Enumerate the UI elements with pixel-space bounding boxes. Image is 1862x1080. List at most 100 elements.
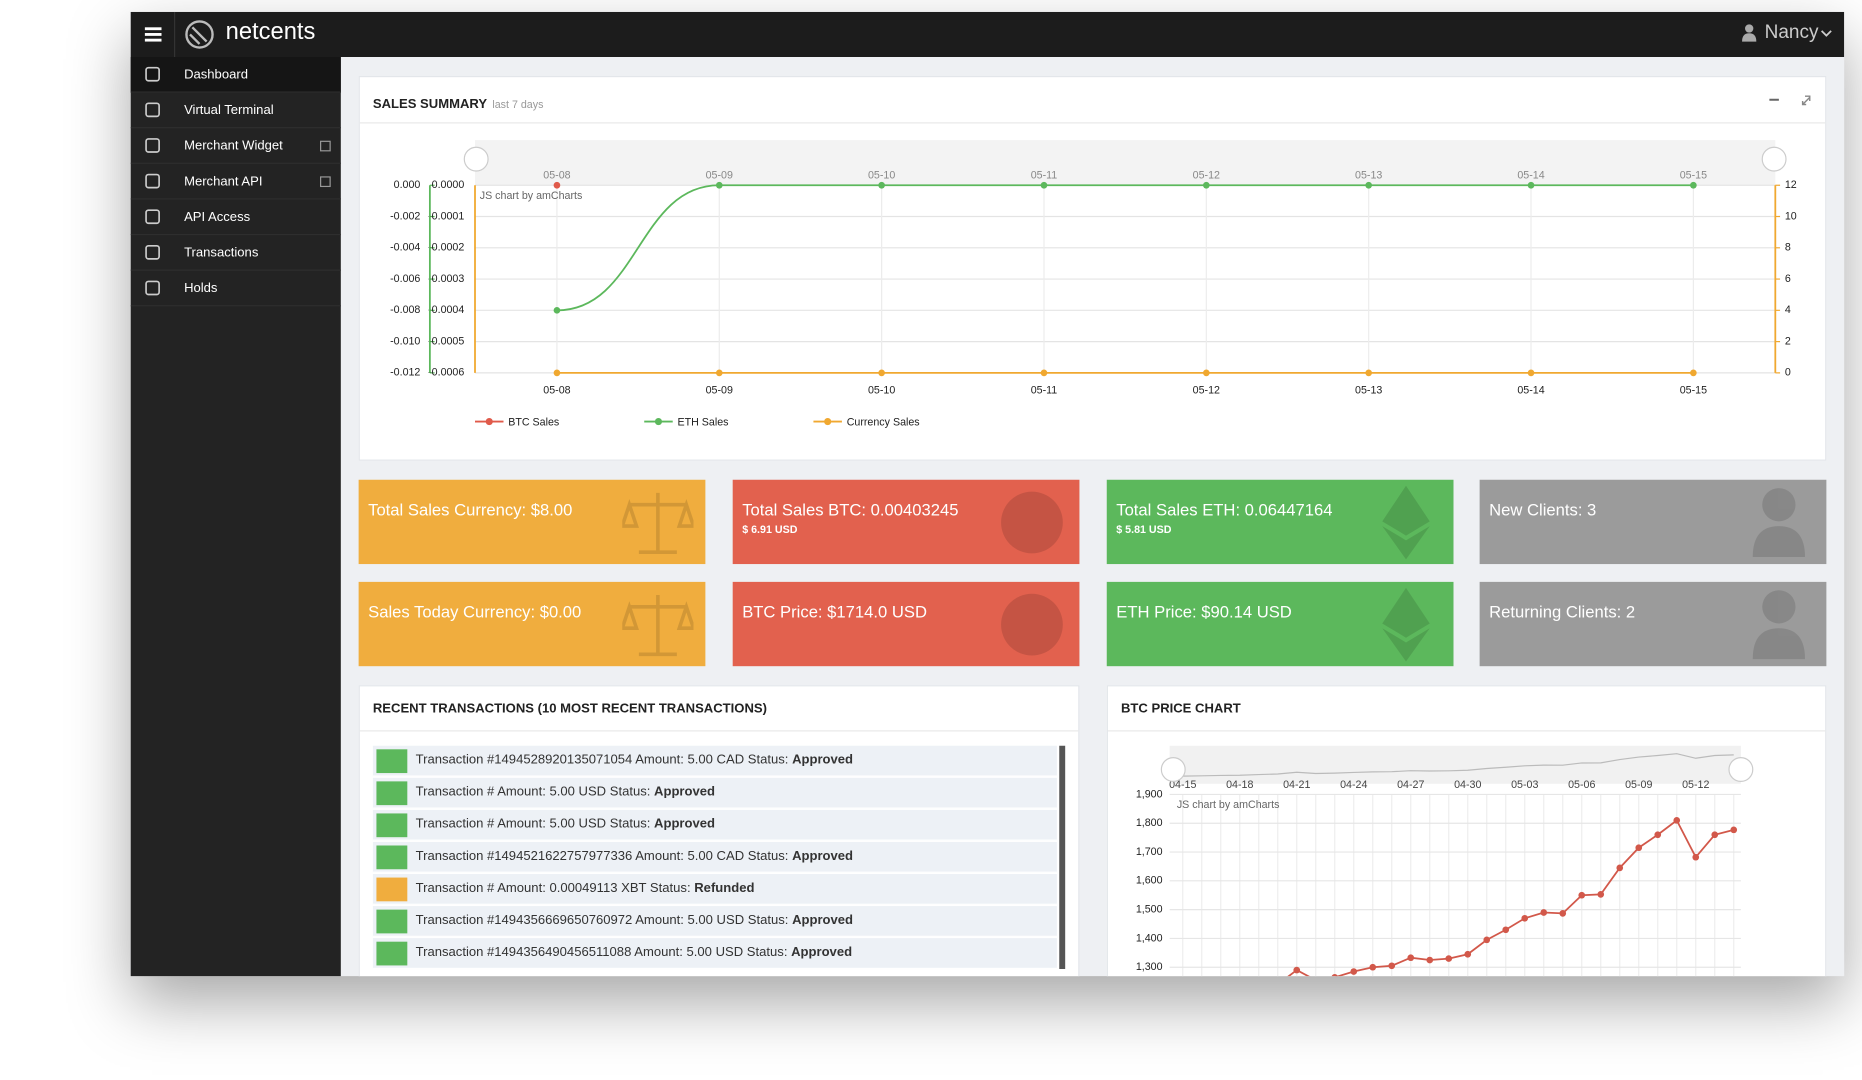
stat-card: New Clients: 3 — [1479, 479, 1827, 565]
nav-icon — [145, 209, 160, 225]
user-chevron[interactable] — [1820, 29, 1832, 39]
transaction-detail: Transaction # Amount: 5.00 USD Status: — [415, 817, 651, 832]
card-title: Total Sales Currency: $8.00 — [368, 499, 573, 519]
y2-tick-label: -0.0002 — [428, 242, 464, 254]
nav-icon — [145, 102, 160, 118]
nav-item[interactable]: API Access — [130, 200, 341, 236]
data-point — [1407, 954, 1415, 962]
data-point — [1654, 831, 1662, 839]
y-tick-label: -0.012 — [390, 367, 420, 379]
data-point — [1483, 936, 1491, 944]
logo-mark — [189, 26, 208, 45]
expand-icon — [320, 176, 331, 188]
scrollbar-handle — [1160, 757, 1186, 782]
nav-label: API Access — [184, 210, 251, 225]
data-point — [1502, 926, 1510, 934]
y-tick-label: -0.004 — [390, 242, 420, 254]
data-point — [553, 181, 561, 189]
panel-divider — [359, 122, 1826, 124]
y-tick-label: -0.008 — [390, 304, 420, 316]
transaction-text: Transaction # Amount: 5.00 USD Status: A… — [416, 785, 715, 799]
nav-item[interactable]: Transactions — [130, 235, 341, 271]
data-point — [1040, 181, 1048, 189]
transaction-row[interactable]: Transaction #1494521622757977336 Amount:… — [372, 841, 1057, 873]
btc-chart-panel: BTC PRICE CHART — [1106, 685, 1827, 977]
transaction-row[interactable]: Transaction # Amount: 5.00 USD Status: A… — [372, 777, 1057, 809]
data-point — [1527, 181, 1535, 189]
data-point — [715, 181, 723, 189]
y-tick-label: 1,400 — [1136, 932, 1163, 944]
panel-heading: SALES SUMMARY last 7 days — [373, 93, 544, 114]
y2-tick-label: -0.0005 — [428, 335, 464, 347]
data-point — [878, 369, 885, 377]
transaction-row[interactable]: Transaction # Amount: 0.00049113 XBT Sta… — [372, 874, 1057, 905]
y2-tick-label: -0.0003 — [428, 273, 464, 285]
charts: 0.000 -0.002 -0.004 -0.006 -0.008 -0.010 -0.01… — [145, 66, 1797, 977]
nav-item[interactable]: Merchant Widget — [130, 128, 341, 164]
scrollbar-label: 05-10 — [868, 170, 895, 182]
transaction-status: Refunded — [694, 881, 755, 896]
nav-label: Holds — [184, 281, 218, 296]
user-name[interactable]: Nancy — [1764, 22, 1819, 43]
transaction-detail: Transaction # Amount: 0.00049113 XBT Sta… — [415, 881, 691, 896]
scrollbar[interactable] — [1059, 745, 1066, 969]
panel-divider — [359, 730, 1079, 732]
transaction-status: Approved — [654, 817, 716, 832]
panel-tools[interactable] — [1766, 91, 1814, 108]
data-point — [1690, 181, 1697, 189]
card-icon — [622, 492, 694, 554]
x-tick-label: 05-06 — [1568, 779, 1595, 791]
data-point — [1692, 853, 1700, 861]
transaction-row[interactable]: Transaction # Amount: 5.00 USD Status: A… — [372, 809, 1057, 841]
status-icon — [376, 781, 408, 806]
y3-tick-label: 6 — [1785, 273, 1791, 285]
data-point — [1203, 181, 1210, 189]
x-tick-label: 04-24 — [1340, 779, 1367, 791]
x-tick-label: 05-14 — [1517, 385, 1544, 397]
data-point — [1559, 910, 1567, 917]
status-icon — [376, 877, 408, 902]
data-point — [1711, 831, 1719, 839]
x-tick-label: 05-03 — [1511, 779, 1538, 791]
brand: netcents — [225, 19, 316, 46]
nav-item[interactable]: Virtual Terminal — [130, 93, 341, 129]
transaction-row[interactable]: Transaction #1494356490456511088 Amount:… — [372, 938, 1057, 969]
transaction-text: Transaction #1494528920135071054 Amount:… — [416, 753, 853, 767]
y3-tick-label: 12 — [1785, 179, 1797, 191]
y-tick-label: 1,800 — [1136, 817, 1163, 829]
transaction-status: Approved — [792, 752, 854, 768]
transaction-row[interactable]: Transaction #1494356669650760972 Amount:… — [372, 906, 1057, 937]
scrollbar-handle — [463, 146, 489, 172]
data-point — [1331, 973, 1338, 977]
x-tick-label: 04-15 — [1169, 779, 1196, 791]
x-tick-label: 05-11 — [1031, 385, 1058, 397]
x-tick-label: 05-13 — [1355, 385, 1382, 397]
data-point — [1616, 864, 1624, 872]
data-point — [1203, 369, 1210, 377]
panel-divider — [1107, 730, 1826, 732]
menu-button[interactable] — [144, 27, 162, 42]
card-subtitle: $ 6.91 USD — [742, 523, 798, 536]
transaction-status: Approved — [654, 784, 716, 800]
nav-item[interactable]: Merchant API — [130, 164, 341, 200]
stat-card: Returning Clients: 2 — [1479, 581, 1827, 667]
card-icon — [1382, 485, 1430, 560]
scrollbar-preview — [1182, 753, 1734, 777]
nav-item[interactable]: Holds — [130, 271, 341, 307]
scrollbar-track — [1169, 745, 1741, 784]
nav-item[interactable]: Dashboard — [130, 57, 341, 93]
x-tick-label: 05-10 — [868, 385, 895, 397]
legend-swatch — [824, 418, 832, 426]
transaction-row[interactable]: Transaction #1494528920135071054 Amount:… — [372, 745, 1057, 777]
transaction-detail: Transaction #1494356490456511088 Amount:… — [415, 945, 788, 960]
transaction-status: Approved — [792, 849, 854, 864]
top-bar — [130, 11, 1845, 57]
x-tick-label: 05-08 — [543, 385, 570, 397]
legend-label: ETH Sales — [677, 417, 728, 429]
card-title: Returning Clients: 2 — [1489, 602, 1636, 622]
legend-label: BTC Sales — [508, 417, 559, 429]
status-icon — [376, 845, 408, 870]
y3-tick-label: 4 — [1785, 304, 1791, 316]
stat-card: ETH Price: $90.14 USD — [1106, 581, 1454, 667]
